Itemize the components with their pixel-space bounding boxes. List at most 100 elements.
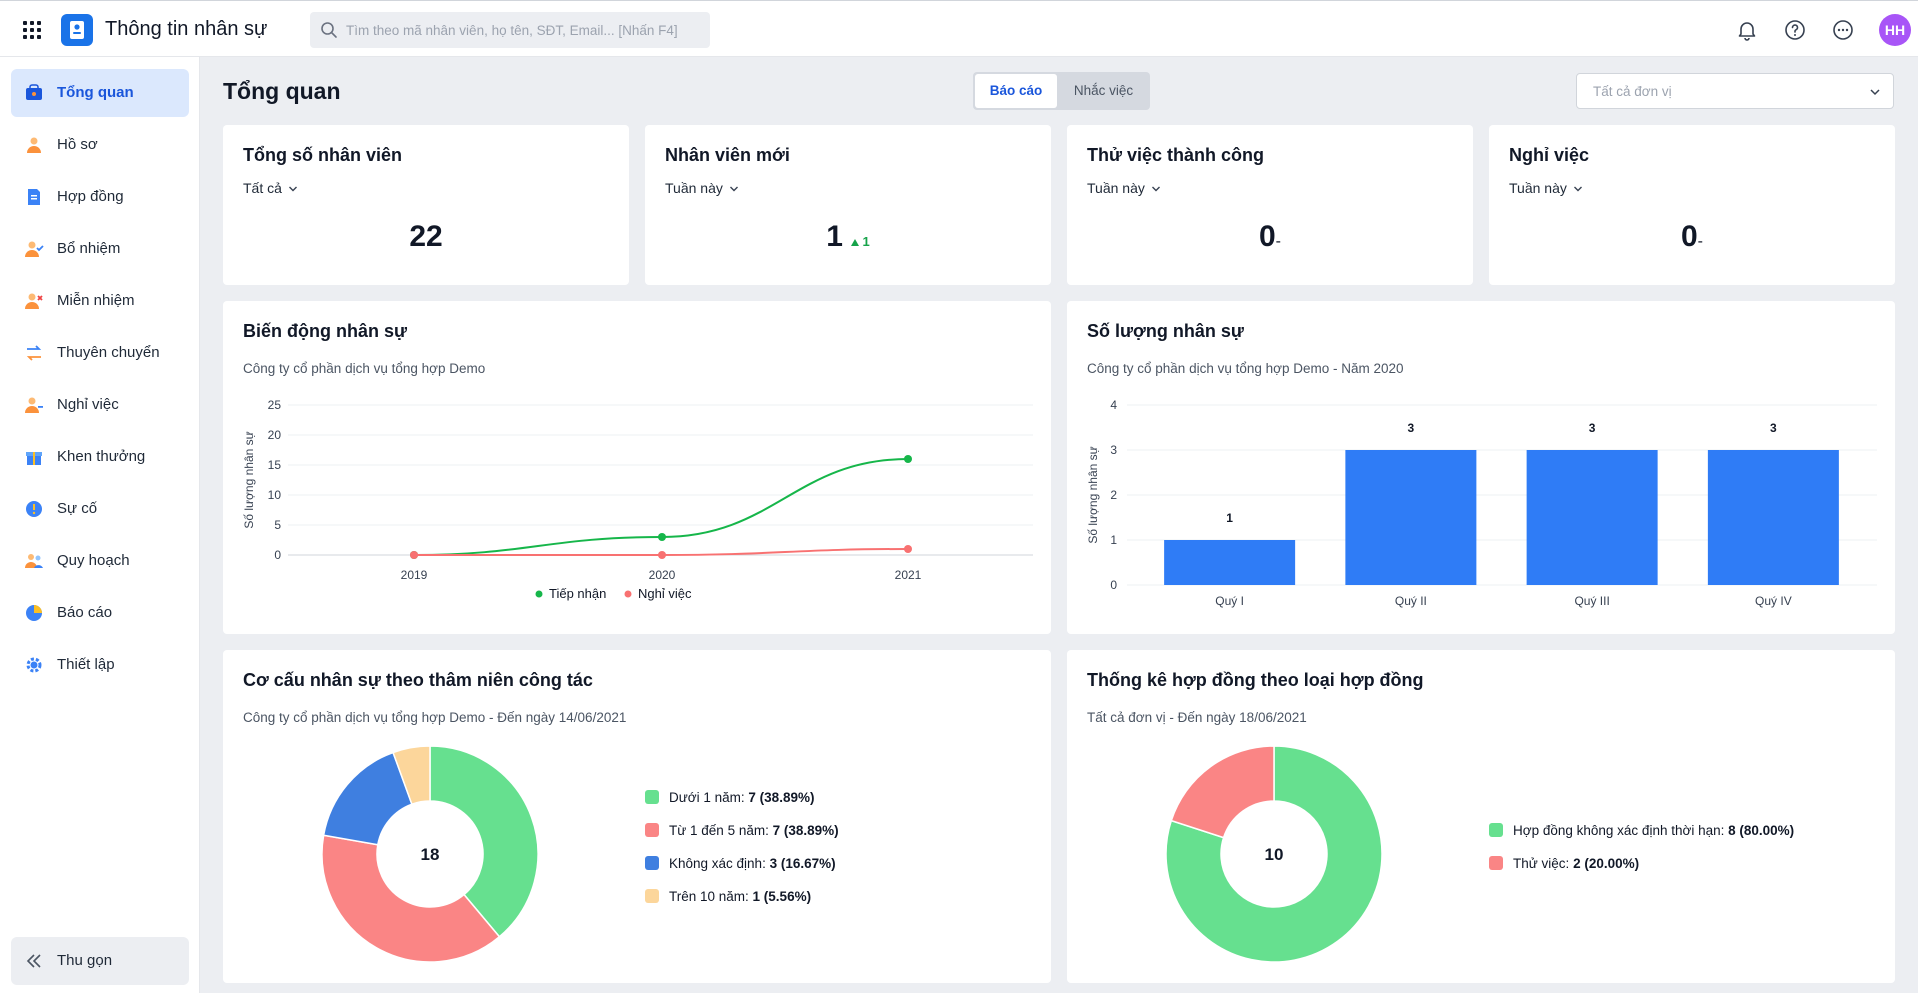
y-tick-label: 5 [274, 518, 281, 532]
search-box[interactable] [310, 12, 710, 48]
chart-subtitle: Tất cả đơn vị - Đến ngày 18/06/2021 [1087, 710, 1307, 725]
legend-value: 8 (80.00%) [1728, 823, 1795, 838]
y-axis-label: Số lượng nhân sự [1086, 446, 1100, 543]
avatar[interactable]: HH [1879, 14, 1911, 46]
sidebar: Tổng quan Hồ sơ Hợp đồng Bổ nhiệm Miễn n… [0, 57, 200, 993]
overview-icon [26, 84, 42, 100]
data-point [410, 551, 418, 559]
stat-card-total: Tổng số nhân viên Tất cả 22 [223, 125, 629, 285]
x-tick-label: 2021 [895, 568, 922, 582]
chart-subtitle: Công ty cổ phần dịch vụ tổng hợp Demo - … [1087, 361, 1404, 376]
seniority-donut-chart: 18 [321, 745, 539, 963]
legend-swatch [645, 856, 659, 870]
legend-swatch [645, 790, 659, 804]
sidebar-item-incident[interactable]: Sự cố [11, 485, 189, 533]
donut-slice [392, 745, 431, 806]
sidebar-item-profile[interactable]: Hồ sơ [11, 121, 189, 169]
legend-item[interactable]: Dưới 1 năm: 7 (38.89%) [645, 790, 814, 805]
chevron-down-icon [1573, 186, 1582, 192]
sidebar-item-overview[interactable]: Tổng quan [11, 69, 189, 117]
app-logo-icon [61, 14, 93, 46]
y-tick-label: 0 [1110, 578, 1117, 592]
legend-item[interactable]: Từ 1 đến 5 năm: 7 (38.89%) [645, 823, 839, 838]
sidebar-item-dismiss[interactable]: Miễn nhiệm [11, 277, 189, 325]
legend-swatch [645, 823, 659, 837]
sidebar-item-contract[interactable]: Hợp đồng [11, 173, 189, 221]
chevron-down-icon [288, 186, 297, 192]
dismiss-icon [25, 293, 43, 309]
legend-value: 7 (38.89%) [772, 823, 839, 838]
bar [1526, 450, 1658, 585]
resign-icon [25, 397, 43, 413]
stat-title: Tổng số nhân viên [243, 145, 403, 165]
legend-label: Trên 10 năm: [669, 889, 753, 904]
donut-center-label: 10 [1265, 845, 1284, 864]
help-icon[interactable] [1783, 18, 1807, 42]
search-input[interactable] [346, 12, 702, 48]
bar [1707, 450, 1839, 585]
transfer-icon [26, 345, 42, 361]
stat-card-new: Nhân viên mới Tuần này 1 1 [645, 125, 1051, 285]
sidebar-item-label: Bổ nhiệm [57, 240, 121, 257]
data-label: 3 [1408, 421, 1415, 435]
sidebar-item-reward[interactable]: Khen thưởng [11, 433, 189, 481]
stat-card-probation: Thử việc thành công Tuần này 0- [1067, 125, 1473, 285]
data-label: 1 [1226, 511, 1233, 525]
stat-title: Thử việc thành công [1087, 145, 1265, 165]
apps-grid-icon[interactable] [22, 20, 42, 40]
stat-value: 0- [1680, 220, 1703, 253]
sidebar-item-label: Hồ sơ [57, 136, 98, 153]
legend-item[interactable]: Không xác định: 3 (16.67%) [645, 856, 836, 871]
stat-value: 0- [1258, 220, 1281, 253]
page-title: Tổng quan [223, 78, 341, 104]
stat-card-resign: Nghỉ việc Tuần này 0- [1489, 125, 1895, 285]
sidebar-item-appoint[interactable]: Bổ nhiệm [11, 225, 189, 273]
y-tick-label: 25 [268, 398, 282, 412]
legend-item[interactable]: Thử việc: 2 (20.00%) [1489, 856, 1639, 871]
y-tick-label: 2 [1110, 488, 1117, 502]
period-select[interactable]: Tất cả [243, 180, 298, 196]
sidebar-item-resign[interactable]: Nghỉ việc [11, 381, 189, 429]
x-tick-label: 2020 [649, 568, 676, 582]
sidebar-item-label: Quy hoạch [57, 552, 130, 569]
legend-marker [535, 590, 543, 598]
sidebar-item-transfer[interactable]: Thuyên chuyển [11, 329, 189, 377]
legend-label: Thử việc: [1513, 856, 1574, 871]
period-select[interactable]: Tuần này [1509, 180, 1583, 196]
sidebar-item-label: Tổng quan [57, 84, 134, 101]
y-tick-label: 15 [268, 458, 282, 472]
x-tick-label: 2019 [401, 568, 428, 582]
chevron-down-icon [1151, 186, 1160, 192]
legend-swatch [1489, 856, 1503, 870]
sidebar-item-report[interactable]: Báo cáo [11, 589, 189, 637]
chart-subtitle: Công ty cổ phần dịch vụ tổng hợp Demo [243, 361, 486, 376]
sidebar-item-planning[interactable]: Quy hoạch [11, 537, 189, 585]
contracts-donut-chart: 10 [1165, 745, 1383, 963]
chart-title: Số lượng nhân sự [1087, 321, 1244, 341]
period-select[interactable]: Tuần này [1087, 180, 1161, 196]
stat-value: 1 1 [826, 220, 870, 253]
data-label: 3 [1770, 421, 1777, 435]
chart-title: Cơ cấu nhân sự theo thâm niên công tác [243, 670, 593, 690]
legend-label: Dưới 1 năm: [669, 790, 749, 805]
movement-card: Biến động nhân sự Công ty cổ phần dịch v… [223, 301, 1051, 634]
profile-icon [27, 137, 41, 153]
sidebar-item-settings[interactable]: Thiết lập [11, 641, 189, 689]
legend-label: Từ 1 đến 5 năm: [669, 823, 773, 838]
unit-select[interactable]: Tất cả đơn vị [1576, 73, 1894, 109]
collapse-label: Thu gọn [57, 952, 113, 969]
incident-icon [26, 501, 42, 517]
headcount-bar-chart: 0 1 2 3 4 Số lượng nhân sự 1 Quý I 3 Quý II 3 Quý I… [1086, 398, 1877, 608]
legend-item[interactable]: Trên 10 năm: 1 (5.56%) [645, 889, 811, 904]
seniority-card: Cơ cấu nhân sự theo thâm niên công tác C… [223, 650, 1051, 983]
period-select[interactable]: Tuần này [665, 180, 739, 196]
more-icon[interactable] [1831, 18, 1855, 42]
sidebar-item-label: Thiết lập [57, 656, 115, 673]
legend-item[interactable]: Hợp đồng không xác định thời hạn: 8 (80.… [1489, 823, 1794, 838]
collapse-sidebar-button[interactable]: Thu gọn [11, 937, 189, 985]
bell-icon[interactable] [1735, 18, 1759, 42]
y-tick-label: 20 [268, 428, 282, 442]
tab-reminder[interactable]: Nhắc việc [1073, 83, 1134, 98]
tab-report[interactable]: Báo cáo [975, 74, 1057, 108]
legend-value: 3 (16.67%) [769, 856, 836, 871]
